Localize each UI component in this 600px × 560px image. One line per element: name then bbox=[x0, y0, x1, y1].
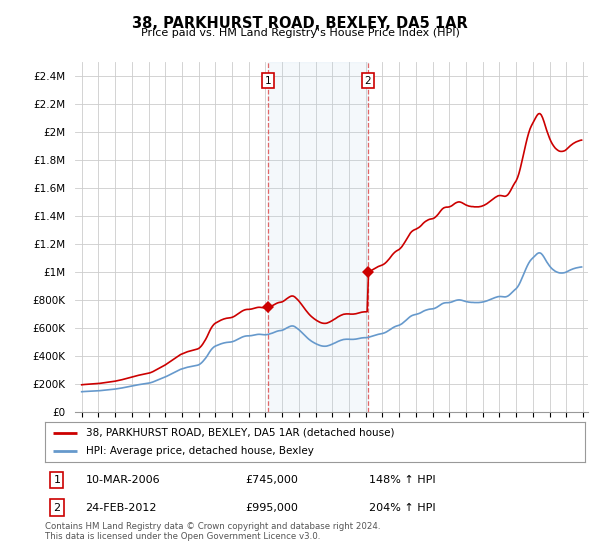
Text: 2: 2 bbox=[365, 76, 371, 86]
Text: 10-MAR-2006: 10-MAR-2006 bbox=[86, 475, 160, 484]
Text: 24-FEB-2012: 24-FEB-2012 bbox=[86, 503, 157, 512]
Text: 1: 1 bbox=[265, 76, 272, 86]
Text: 1: 1 bbox=[53, 475, 61, 484]
Text: 38, PARKHURST ROAD, BEXLEY, DA5 1AR (detached house): 38, PARKHURST ROAD, BEXLEY, DA5 1AR (det… bbox=[86, 428, 394, 437]
Text: £745,000: £745,000 bbox=[245, 475, 298, 484]
Text: 38, PARKHURST ROAD, BEXLEY, DA5 1AR: 38, PARKHURST ROAD, BEXLEY, DA5 1AR bbox=[132, 16, 468, 31]
Text: 148% ↑ HPI: 148% ↑ HPI bbox=[369, 475, 436, 484]
Text: £995,000: £995,000 bbox=[245, 503, 298, 512]
Text: HPI: Average price, detached house, Bexley: HPI: Average price, detached house, Bexl… bbox=[86, 446, 313, 456]
Text: 2: 2 bbox=[53, 503, 61, 512]
Text: 204% ↑ HPI: 204% ↑ HPI bbox=[369, 503, 436, 512]
Text: Price paid vs. HM Land Registry's House Price Index (HPI): Price paid vs. HM Land Registry's House … bbox=[140, 28, 460, 38]
Bar bbox=[268, 62, 368, 412]
Text: Contains HM Land Registry data © Crown copyright and database right 2024.
This d: Contains HM Land Registry data © Crown c… bbox=[45, 522, 380, 542]
